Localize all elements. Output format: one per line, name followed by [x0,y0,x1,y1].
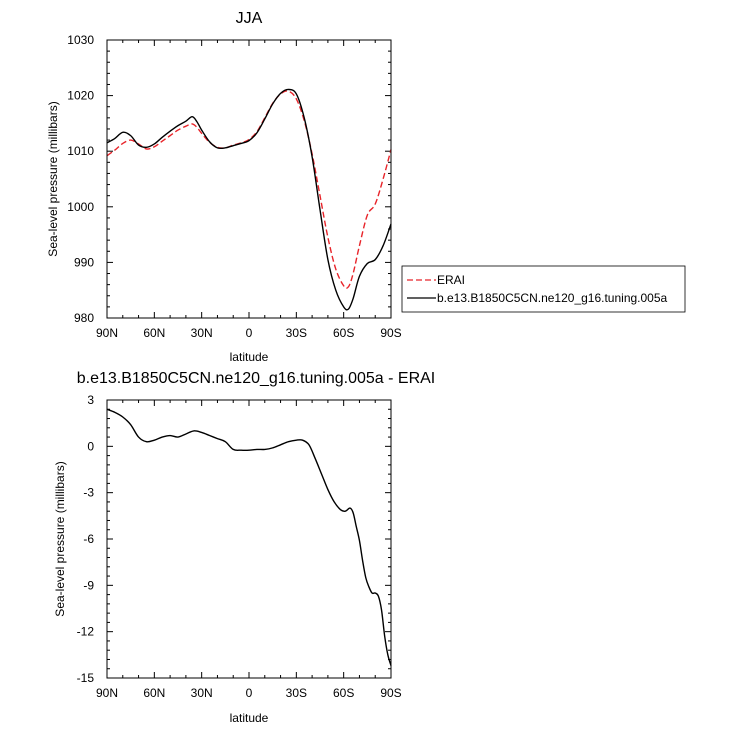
top-series-model-line [106,88,392,311]
bottom-xtick-label: 90N [96,686,118,700]
bottom-ytick-label: 0 [87,439,94,453]
top-ytick-label: 1000 [67,200,94,214]
top-chart-title: JJA [236,10,263,27]
top-ytick-label: 980 [74,311,94,325]
top-ytick-label: 1010 [67,144,94,158]
bottom-xtick-label: 90S [380,686,401,700]
top-xtick-label: 60N [143,326,165,340]
top-xtick-label: 90N [96,326,118,340]
bottom-xtick-label: 0 [246,686,253,700]
top-xtick-label: 90S [380,326,401,340]
bottom-chart-ylabel: Sea-level pressure (millibars) [53,461,67,616]
bottom-chart-xlabel: latitude [230,711,269,725]
bottom-xtick-label: 60N [143,686,165,700]
legend-erai-label: ERAI [437,273,465,287]
bottom-ytick-label: -12 [77,625,95,639]
bottom-chart-title: b.e13.B1850C5CN.ne120_g16.tuning.005a - … [77,370,435,387]
bottom-ytick-label: -15 [77,671,95,685]
bottom-xtick-label: 30N [191,686,213,700]
bottom-xtick-label: 30S [286,686,307,700]
top-xtick-label: 30N [191,326,213,340]
bottom-chart: b.e13.B1850C5CN.ne120_g16.tuning.005a - … [53,370,435,725]
top-ytick-label: 1020 [67,89,94,103]
top-chart: JJA 90N 60N 30N 0 30S 60S 90S 980 990 1000 1010 102… [46,10,686,364]
bottom-ytick-label: -3 [83,486,94,500]
bottom-ytick-label: -9 [83,578,94,592]
bottom-chart-frame [106,399,392,679]
top-ytick-label: 1030 [67,33,94,47]
bottom-series-difference-line [106,408,392,666]
top-chart-ylabel: Sea-level pressure (millibars) [46,101,60,256]
top-chart-frame [106,39,392,319]
top-ytick-label: 990 [74,255,94,269]
bottom-ytick-label: 3 [87,393,94,407]
top-xtick-label: 60S [333,326,354,340]
bottom-ytick-label: -6 [83,532,94,546]
legend-model-label: b.e13.B1850C5CN.ne120_g16.tuning.005a [437,291,668,305]
legend: ERAI b.e13.B1850C5CN.ne120_g16.tuning.00… [401,265,686,313]
top-xtick-label: 0 [246,326,253,340]
legend-box [401,265,686,313]
bottom-xtick-label: 60S [333,686,354,700]
top-xtick-label: 30S [286,326,307,340]
top-chart-xlabel: latitude [230,350,269,364]
top-series-erai-line [106,90,392,289]
